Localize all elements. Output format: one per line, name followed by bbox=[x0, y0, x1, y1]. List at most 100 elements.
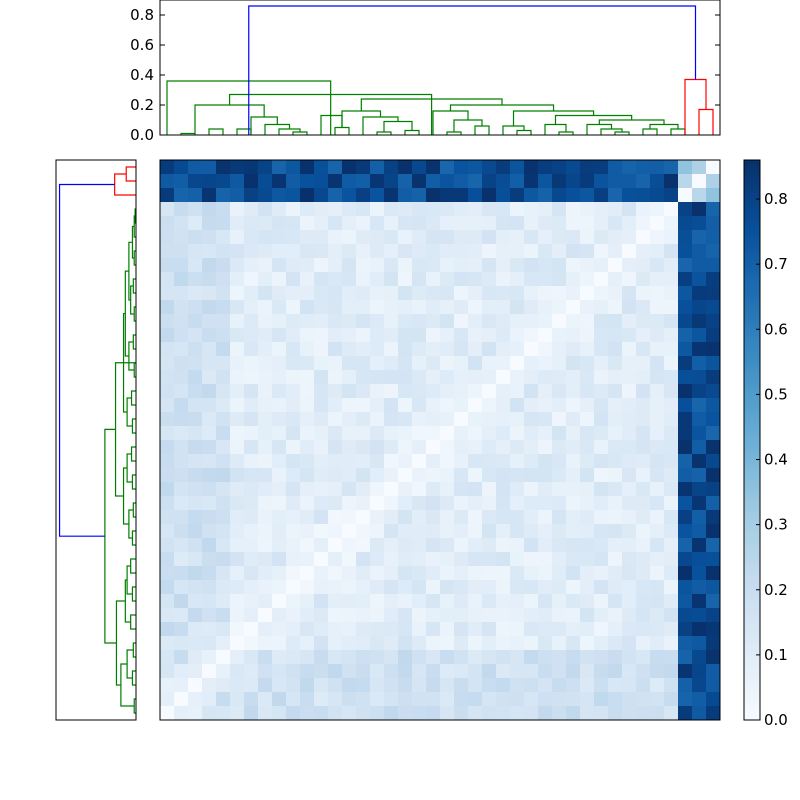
heatmap-cell bbox=[328, 678, 343, 693]
heatmap-cell bbox=[160, 398, 175, 413]
heatmap-cell bbox=[664, 552, 679, 567]
heatmap-cell bbox=[692, 580, 707, 595]
heatmap-cell bbox=[258, 272, 273, 287]
heatmap-cell bbox=[538, 538, 553, 553]
heatmap-cell bbox=[636, 650, 651, 665]
heatmap-cell bbox=[426, 580, 441, 595]
heatmap-cell bbox=[370, 230, 385, 245]
heatmap-cell bbox=[370, 258, 385, 273]
heatmap-cell bbox=[384, 552, 399, 567]
heatmap-cell bbox=[594, 468, 609, 483]
heatmap-cell bbox=[510, 300, 525, 315]
heatmap-cell bbox=[496, 622, 511, 637]
heatmap-cell bbox=[188, 272, 203, 287]
heatmap-cell bbox=[244, 286, 259, 301]
heatmap-cell bbox=[706, 174, 721, 189]
heatmap-cell bbox=[468, 244, 483, 259]
heatmap-cell bbox=[370, 692, 385, 707]
heatmap-cell bbox=[188, 314, 203, 329]
heatmap-cell bbox=[482, 594, 497, 609]
heatmap-cell bbox=[454, 664, 469, 679]
heatmap-cell bbox=[342, 678, 357, 693]
heatmap-cell bbox=[426, 328, 441, 343]
heatmap-cell bbox=[594, 244, 609, 259]
heatmap-cell bbox=[650, 272, 665, 287]
heatmap-cell bbox=[608, 622, 623, 637]
heatmap-cell bbox=[678, 482, 693, 497]
heatmap-cell bbox=[692, 650, 707, 665]
heatmap-cell bbox=[160, 594, 175, 609]
heatmap-cell bbox=[426, 692, 441, 707]
heatmap-cell bbox=[706, 286, 721, 301]
heatmap-cell bbox=[622, 440, 637, 455]
heatmap-cell bbox=[594, 664, 609, 679]
colorbar-segment bbox=[744, 416, 760, 421]
heatmap-cell bbox=[664, 594, 679, 609]
heatmap-cell bbox=[524, 594, 539, 609]
heatmap-cell bbox=[216, 524, 231, 539]
heatmap-cell bbox=[412, 370, 427, 385]
heatmap-cell bbox=[286, 370, 301, 385]
heatmap-cell bbox=[370, 678, 385, 693]
heatmap-cell bbox=[202, 678, 217, 693]
heatmap-cell bbox=[160, 412, 175, 427]
heatmap-cell bbox=[622, 328, 637, 343]
heatmap-cell bbox=[566, 384, 581, 399]
heatmap-cell bbox=[664, 622, 679, 637]
heatmap-cell bbox=[692, 230, 707, 245]
heatmap-cell bbox=[678, 216, 693, 231]
heatmap-cell bbox=[622, 216, 637, 231]
heatmap-cell bbox=[552, 650, 567, 665]
heatmap-cell bbox=[510, 580, 525, 595]
heatmap-cell bbox=[608, 258, 623, 273]
heatmap-cell bbox=[678, 342, 693, 357]
heatmap-cell bbox=[510, 538, 525, 553]
heatmap-cell bbox=[678, 454, 693, 469]
heatmap-cell bbox=[678, 314, 693, 329]
heatmap-cell bbox=[202, 524, 217, 539]
heatmap-cell bbox=[174, 468, 189, 483]
heatmap-cell bbox=[342, 174, 357, 189]
heatmap-cell bbox=[692, 342, 707, 357]
heatmap-cell bbox=[622, 566, 637, 581]
heatmap-cell bbox=[468, 174, 483, 189]
colorbar-segment bbox=[744, 200, 760, 205]
heatmap-cell bbox=[678, 594, 693, 609]
heatmap-cell bbox=[412, 384, 427, 399]
heatmap-cell bbox=[706, 426, 721, 441]
heatmap-cell bbox=[272, 468, 287, 483]
heatmap-cell bbox=[216, 300, 231, 315]
heatmap-cell bbox=[510, 216, 525, 231]
heatmap-cell bbox=[692, 678, 707, 693]
heatmap-cell bbox=[692, 426, 707, 441]
heatmap-cell bbox=[188, 580, 203, 595]
heatmap-cell bbox=[160, 580, 175, 595]
heatmap-cell bbox=[272, 496, 287, 511]
heatmap-cell bbox=[230, 524, 245, 539]
heatmap-cell bbox=[398, 650, 413, 665]
heatmap-cell bbox=[230, 482, 245, 497]
heatmap-cell bbox=[188, 468, 203, 483]
heatmap-cell bbox=[440, 314, 455, 329]
heatmap-cell bbox=[370, 510, 385, 525]
colorbar-segment bbox=[744, 436, 760, 441]
heatmap-cell bbox=[650, 174, 665, 189]
heatmap-cell bbox=[160, 314, 175, 329]
heatmap-cell bbox=[160, 244, 175, 259]
heatmap-cell bbox=[468, 636, 483, 651]
heatmap-cell bbox=[342, 356, 357, 371]
heatmap-cell bbox=[510, 412, 525, 427]
heatmap-cell bbox=[342, 412, 357, 427]
heatmap-cell bbox=[230, 230, 245, 245]
heatmap-cell bbox=[468, 188, 483, 203]
heatmap-cell bbox=[328, 188, 343, 203]
heatmap-cell bbox=[314, 622, 329, 637]
heatmap-cell bbox=[440, 650, 455, 665]
heatmap-cell bbox=[244, 524, 259, 539]
heatmap-cell bbox=[664, 370, 679, 385]
heatmap-cell bbox=[230, 300, 245, 315]
heatmap-cell bbox=[510, 454, 525, 469]
heatmap-cell bbox=[314, 230, 329, 245]
heatmap-cell bbox=[412, 454, 427, 469]
heatmap-cell bbox=[398, 608, 413, 623]
